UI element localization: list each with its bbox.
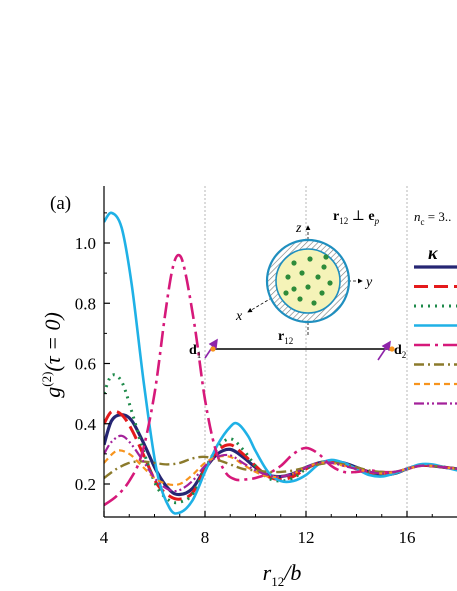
inset-x-label: x xyxy=(235,309,243,324)
panel-label: (a) xyxy=(50,193,71,214)
particle-dot xyxy=(321,264,327,270)
particle-dot xyxy=(299,270,305,276)
y-tick-label: 1.0 xyxy=(75,234,96,253)
x-tick-label: 8 xyxy=(201,528,210,547)
series-line-4 xyxy=(104,211,457,515)
d2-point xyxy=(389,346,395,352)
y-tick-label: 0.4 xyxy=(75,415,97,434)
particle-dot xyxy=(297,296,303,302)
inset-r12-sub: 12 xyxy=(284,336,293,346)
x-axis-label-main: r xyxy=(263,560,272,585)
inset-d1-sub: 1 xyxy=(197,350,202,360)
inset-perp-e: e xyxy=(368,209,374,224)
legend-swatches xyxy=(414,265,457,405)
legend-header-sub: c xyxy=(421,217,425,227)
x-tick-label: 16 xyxy=(399,528,416,547)
inset-perp-e-sub: p xyxy=(374,216,380,226)
inset-r12-main: r xyxy=(278,329,284,344)
legend: nc = 3.. κ xyxy=(414,209,457,405)
inset-perp-mid: ⊥ xyxy=(348,209,368,224)
x-axis-label-sub: 12 xyxy=(271,574,284,589)
legend-header-main: n xyxy=(414,209,421,224)
legend-title: κ xyxy=(428,243,438,263)
y-axis-label: g(2)(τ = 0) xyxy=(39,312,65,398)
particle-dot xyxy=(285,274,291,280)
particle-dot xyxy=(323,254,329,260)
particle-dot xyxy=(315,274,321,280)
inset-d1-main: d xyxy=(189,343,197,358)
y-tick-label: 0.8 xyxy=(75,294,96,313)
inset-perp-label: r12 ⊥ ep xyxy=(333,209,380,226)
x-tick-label: 4 xyxy=(100,528,109,547)
particle-dot xyxy=(283,290,289,296)
inset-d1-label: d1 xyxy=(189,343,201,360)
inset-d2-label: d2 xyxy=(394,343,406,360)
legend-header-tail: = 3.. xyxy=(425,209,452,224)
inset-r12-label: r12 xyxy=(278,329,293,346)
particle-dot xyxy=(327,280,333,286)
y-axis-label-main: g xyxy=(40,387,65,398)
d1-point xyxy=(210,346,216,352)
axis-ticks: 4 8 12 160.20.40.60.81.0 xyxy=(75,212,433,547)
series-layer xyxy=(104,211,457,515)
particle-dot xyxy=(291,286,297,292)
y-tick-label: 0.2 xyxy=(75,475,96,494)
inset-d2-main: d xyxy=(394,343,402,358)
inset-y-label: y xyxy=(364,275,373,290)
series-line-2 xyxy=(104,409,457,501)
y-axis-label-sup: (2) xyxy=(39,372,54,387)
series-line-8 xyxy=(104,434,457,493)
x-axis-label: r12/b xyxy=(263,560,302,589)
inset-perp-main: r xyxy=(333,209,339,224)
particle-dot xyxy=(319,290,325,296)
legend-header: nc = 3.. xyxy=(414,209,451,227)
particle-dot xyxy=(311,300,317,306)
vertical-grid-lines xyxy=(204,186,408,517)
particle-dot xyxy=(291,260,297,266)
particle-dot xyxy=(307,256,313,262)
particle-dots xyxy=(283,254,333,306)
series-line-7 xyxy=(104,449,457,487)
inset-schematic: z y x r12 r12 ⊥ ep d1 d2 xyxy=(189,209,406,361)
inset-perp-sub: 12 xyxy=(339,216,348,226)
y-tick-label: 0.6 xyxy=(75,355,96,374)
y-axis-label-tail: (τ = 0) xyxy=(40,312,65,371)
series-line-3 xyxy=(104,373,457,505)
x-tick-label: 12 xyxy=(298,528,315,547)
inset-z-label: z xyxy=(295,221,302,236)
d2-dipole xyxy=(377,340,391,361)
particle-dot xyxy=(305,284,311,290)
x-axis-label-tail: /b xyxy=(282,560,301,585)
inset-d2-sub: 2 xyxy=(402,350,407,360)
